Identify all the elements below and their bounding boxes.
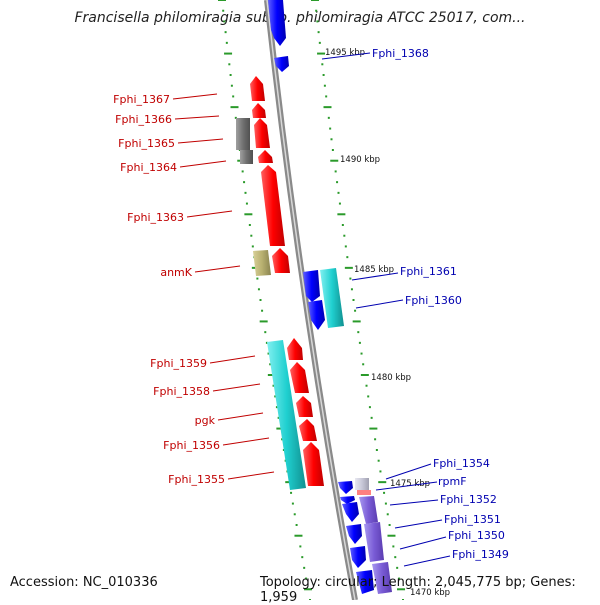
gene-rpmf-pink[interactable] <box>357 490 371 495</box>
gene-fphi-1360[interactable] <box>320 268 344 328</box>
kbp-label: 1495 kbp <box>325 48 365 58</box>
kbp-label: 1490 kbp <box>340 155 380 165</box>
gene-gray-1[interactable] <box>236 118 250 150</box>
label-fphi-1351[interactable]: Fphi_1351 <box>444 513 501 526</box>
gene-pgk[interactable] <box>296 396 313 417</box>
label-fphi-1355[interactable]: Fphi_1355 <box>168 473 225 486</box>
tick-marks-right <box>311 0 406 600</box>
gene-fphi-1352[interactable] <box>359 496 378 524</box>
gene-fphi-1354-b[interactable] <box>340 496 355 504</box>
gene-anmk-red[interactable] <box>272 248 290 273</box>
leader-lines-left <box>172 93 275 480</box>
gene-lower-purple[interactable] <box>372 562 392 594</box>
label-fphi-1368[interactable]: Fphi_1368 <box>372 47 429 60</box>
label-fphi-1365[interactable]: Fphi_1365 <box>118 137 175 150</box>
label-fphi-1366[interactable]: Fphi_1366 <box>115 113 172 126</box>
gene-fphi-1363[interactable] <box>261 165 285 246</box>
summary-text: Topology: circular; Length: 2,045,775 bp… <box>260 575 576 605</box>
gene-fphi-1361[interactable] <box>303 270 320 302</box>
label-fphi-1363[interactable]: Fphi_1363 <box>127 211 184 224</box>
gene-fphi-1350[interactable] <box>346 524 362 544</box>
label-rpmf[interactable]: rpmF <box>438 475 467 488</box>
gene-rpmf[interactable] <box>355 478 369 490</box>
leader-lines-right <box>321 52 451 567</box>
gene-fphi-1359-red[interactable] <box>287 338 303 360</box>
gene-anmk[interactable] <box>253 250 271 276</box>
label-fphi-1358[interactable]: Fphi_1358 <box>153 385 210 398</box>
gene-features <box>236 0 392 594</box>
gene-fphi-1349[interactable] <box>350 546 366 568</box>
label-fphi-1354[interactable]: Fphi_1354 <box>433 457 490 470</box>
tick-marks-left <box>218 0 313 600</box>
kbp-label: 1470 kbp <box>410 588 450 598</box>
gene-fphi-1356[interactable] <box>299 419 317 441</box>
gene-labels-left: Fphi_1367 Fphi_1366 Fphi_1365 Fphi_1364 … <box>113 93 225 486</box>
kbp-label: 1475 kbp <box>390 479 430 489</box>
kbp-label: 1480 kbp <box>371 373 411 383</box>
gene-fphi-1359[interactable] <box>267 340 306 490</box>
gene-fphi-1350-p[interactable] <box>364 522 384 562</box>
gene-fphi-1366[interactable] <box>252 103 266 118</box>
gene-fphi-1349-b[interactable] <box>356 570 374 594</box>
map-title: Francisella philomiragia subsp. philomir… <box>74 10 526 26</box>
gene-fphi-1354[interactable] <box>338 481 353 494</box>
label-pgk[interactable]: pgk <box>195 414 216 427</box>
accession-text: Accession: NC_010336 <box>10 575 158 590</box>
gene-fphi-1365[interactable] <box>254 118 270 148</box>
gene-fphi-1368-b[interactable] <box>274 56 289 72</box>
label-fphi-1350[interactable]: Fphi_1350 <box>448 529 505 542</box>
label-fphi-1359[interactable]: Fphi_1359 <box>150 357 207 370</box>
gene-fphi-1358[interactable] <box>290 362 309 393</box>
gene-fphi-1368[interactable] <box>268 0 286 46</box>
gene-gray-2[interactable] <box>240 150 253 164</box>
label-anmk[interactable]: anmK <box>160 266 192 279</box>
label-fphi-1349[interactable]: Fphi_1349 <box>452 548 509 561</box>
gene-fphi-1351[interactable] <box>342 502 359 522</box>
label-fphi-1360[interactable]: Fphi_1360 <box>405 294 462 307</box>
label-fphi-1364[interactable]: Fphi_1364 <box>120 161 177 174</box>
label-fphi-1367[interactable]: Fphi_1367 <box>113 93 170 106</box>
gene-fphi-1361-b[interactable] <box>308 300 325 330</box>
kbp-label: 1485 kbp <box>354 265 394 275</box>
gene-fphi-1355[interactable] <box>303 442 324 486</box>
label-fphi-1352[interactable]: Fphi_1352 <box>440 493 497 506</box>
gene-labels-right: Fphi_1368 Fphi_1361 Fphi_1360 Fphi_1354 … <box>372 47 509 561</box>
label-fphi-1361[interactable]: Fphi_1361 <box>400 265 457 278</box>
label-fphi-1356[interactable]: Fphi_1356 <box>163 439 220 452</box>
gene-fphi-1367[interactable] <box>250 76 265 101</box>
gene-fphi-1364[interactable] <box>258 150 273 163</box>
